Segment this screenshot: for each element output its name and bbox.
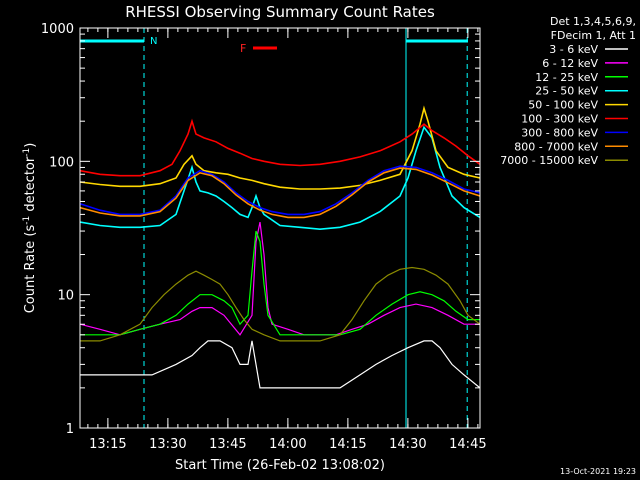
legend-label: 6 - 12 keV [542, 57, 598, 70]
y-label-mid: detector [23, 156, 38, 216]
y-label-end: ) [23, 143, 38, 148]
series-line-100-300-kev [79, 118, 481, 177]
legend-header-line-1: Det 1,3,4,5,6,9, [550, 15, 636, 28]
legend: Det 1,3,4,5,6,9, FDecim 1, Att 1 3 - 6 k… [500, 15, 636, 167]
series-line-6-12-kev [79, 221, 480, 336]
night-coverage-bars [80, 28, 468, 428]
legend-label: 25 - 50 keV [535, 85, 598, 98]
series-line-25-50-kev [79, 125, 481, 231]
legend-label: 100 - 300 keV [521, 113, 598, 126]
y-label-main: Count Rate (s [23, 225, 38, 314]
series-line-7000-15000-kev [80, 266, 481, 342]
x-tick-label: 14:45 [449, 437, 486, 452]
y-label-sup2: -1 [22, 148, 32, 157]
series-line-300-800-kev [79, 165, 481, 216]
x-axis: 13:15 13:30 13:45 14:00 14:15 14:30 14:45 [87, 28, 487, 452]
y-axis-label: Count Rate (s-1 detector-1) [22, 143, 38, 314]
y-tick-label: 100 [49, 155, 74, 170]
x-tick-label: 14:15 [329, 437, 366, 452]
y-label-sup1: -1 [22, 216, 32, 225]
y-tick-label: 10 [57, 289, 74, 304]
legend-label: 300 - 800 keV [521, 126, 598, 139]
series-line-800-7000-kev [79, 167, 481, 219]
legend-label: 7000 - 15000 keV [500, 154, 598, 167]
x-tick-label: 13:15 [89, 437, 126, 452]
legend-label: 800 - 7000 keV [514, 140, 598, 153]
x-axis-label: Start Time (26-Feb-02 13:08:02) [175, 458, 385, 473]
y-axis: 1 10 100 1000 [41, 22, 480, 437]
x-tick-label: 13:45 [209, 437, 246, 452]
legend-header-line-2: FDecim 1, Att 1 [551, 29, 636, 42]
series-line-3-6-kev [80, 340, 481, 389]
x-tick-label: 13:30 [149, 437, 186, 452]
series-layer [79, 105, 481, 389]
timestamp: 13-Oct-2021 19:23 [560, 467, 636, 476]
x-tick-label: 14:30 [389, 437, 426, 452]
night-marker-label: N [150, 36, 157, 47]
series-line-50-100-kev [79, 105, 481, 190]
legend-label: 3 - 6 keV [549, 43, 598, 56]
legend-label: 50 - 100 keV [528, 99, 598, 112]
y-tick-label: 1 [66, 422, 74, 437]
chart-title: RHESSI Observing Summary Count Rates [125, 3, 435, 21]
x-tick-label: 14:00 [269, 437, 306, 452]
series-line-12-25-kev [80, 230, 480, 336]
y-tick-label: 1000 [41, 22, 74, 37]
flare-marker-label: F [240, 42, 246, 55]
legend-label: 12 - 25 keV [535, 71, 598, 84]
plot-frame [79, 27, 481, 429]
